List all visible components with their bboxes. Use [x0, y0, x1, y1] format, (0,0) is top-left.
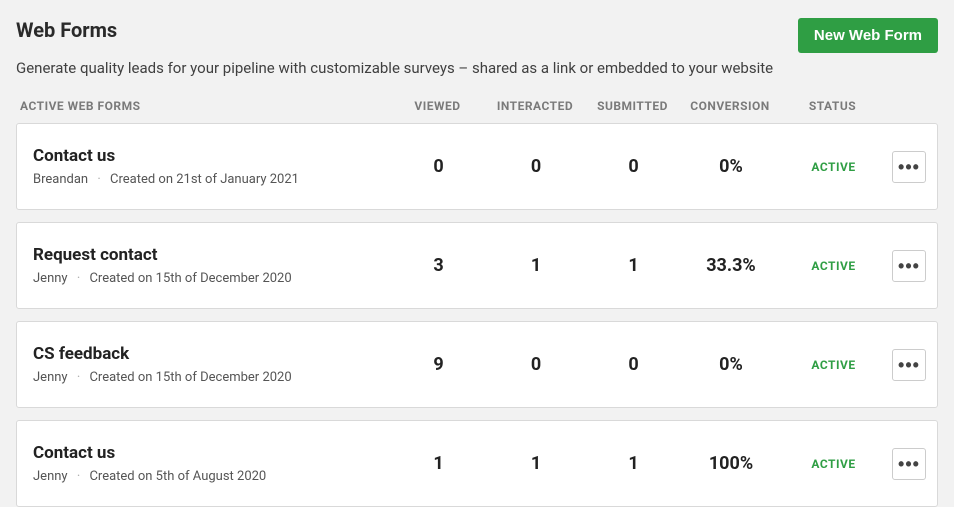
form-title: Contact us	[33, 146, 391, 166]
cell-interacted: 1	[486, 255, 586, 276]
cell-interacted: 0	[486, 156, 586, 177]
header-text-block: Web Forms	[16, 18, 117, 48]
cell-interacted: 1	[486, 453, 586, 474]
meta-separator: ·	[91, 172, 106, 187]
cell-viewed: 3	[391, 255, 486, 276]
cell-submitted: 1	[586, 453, 681, 474]
cell-status: ACTIVE	[781, 457, 876, 471]
more-actions-button[interactable]: •••	[892, 151, 926, 183]
page-title: Web Forms	[16, 18, 117, 42]
form-created: Created on 21st of January 2021	[110, 172, 299, 187]
ellipsis-icon: •••	[898, 356, 920, 374]
web-form-row[interactable]: Contact us Breandan · Created on 21st of…	[16, 123, 938, 210]
col-header-name: ACTIVE WEB FORMS	[20, 99, 390, 113]
more-actions-button[interactable]: •••	[892, 349, 926, 381]
form-info: Contact us Jenny · Created on 5th of Aug…	[33, 443, 391, 484]
cell-viewed: 0	[391, 156, 486, 177]
cell-conversion: 0%	[681, 156, 781, 177]
form-created: Created on 5th of August 2020	[89, 469, 266, 484]
cell-actions: •••	[876, 250, 926, 282]
form-created: Created on 15th of December 2020	[89, 370, 291, 385]
ellipsis-icon: •••	[898, 158, 920, 176]
more-actions-button[interactable]: •••	[892, 448, 926, 480]
meta-separator: ·	[71, 271, 86, 286]
cell-actions: •••	[876, 448, 926, 480]
cell-status: ACTIVE	[781, 259, 876, 273]
form-author: Jenny	[33, 469, 68, 484]
form-author: Jenny	[33, 370, 68, 385]
ellipsis-icon: •••	[898, 257, 920, 275]
meta-separator: ·	[71, 370, 86, 385]
col-header-interacted: INTERACTED	[485, 99, 585, 113]
web-form-row[interactable]: Contact us Jenny · Created on 5th of Aug…	[16, 420, 938, 507]
form-title: CS feedback	[33, 344, 391, 364]
web-forms-page: Web Forms New Web Form Generate quality …	[0, 0, 954, 507]
cell-conversion: 33.3%	[681, 255, 781, 276]
form-meta: Jenny · Created on 5th of August 2020	[33, 469, 391, 484]
page-header: Web Forms New Web Form	[16, 18, 938, 53]
cell-status: ACTIVE	[781, 160, 876, 174]
col-header-status: STATUS	[780, 99, 875, 113]
cell-status: ACTIVE	[781, 358, 876, 372]
cell-submitted: 1	[586, 255, 681, 276]
form-created: Created on 15th of December 2020	[89, 271, 291, 286]
cell-conversion: 100%	[681, 453, 781, 474]
web-form-row[interactable]: Request contact Jenny · Created on 15th …	[16, 222, 938, 309]
cell-viewed: 1	[391, 453, 486, 474]
cell-interacted: 0	[486, 354, 586, 375]
form-info: Request contact Jenny · Created on 15th …	[33, 245, 391, 286]
form-meta: Jenny · Created on 15th of December 2020	[33, 370, 391, 385]
col-header-submitted: SUBMITTED	[585, 99, 680, 113]
form-meta: Breandan · Created on 21st of January 20…	[33, 172, 391, 187]
form-title: Request contact	[33, 245, 391, 265]
more-actions-button[interactable]: •••	[892, 250, 926, 282]
col-header-conversion: CONVERSION	[680, 99, 780, 113]
form-info: Contact us Breandan · Created on 21st of…	[33, 146, 391, 187]
form-meta: Jenny · Created on 15th of December 2020	[33, 271, 391, 286]
cell-viewed: 9	[391, 354, 486, 375]
page-subtitle: Generate quality leads for your pipeline…	[16, 59, 938, 77]
cell-actions: •••	[876, 349, 926, 381]
ellipsis-icon: •••	[898, 455, 920, 473]
new-web-form-button[interactable]: New Web Form	[798, 18, 938, 53]
form-author: Breandan	[33, 172, 88, 187]
form-author: Jenny	[33, 271, 68, 286]
cell-submitted: 0	[586, 354, 681, 375]
col-header-viewed: VIEWED	[390, 99, 485, 113]
web-form-row[interactable]: CS feedback Jenny · Created on 15th of D…	[16, 321, 938, 408]
meta-separator: ·	[71, 469, 86, 484]
form-info: CS feedback Jenny · Created on 15th of D…	[33, 344, 391, 385]
cell-submitted: 0	[586, 156, 681, 177]
cell-conversion: 0%	[681, 354, 781, 375]
column-headers: ACTIVE WEB FORMS VIEWED INTERACTED SUBMI…	[16, 99, 938, 123]
form-title: Contact us	[33, 443, 391, 463]
cell-actions: •••	[876, 151, 926, 183]
